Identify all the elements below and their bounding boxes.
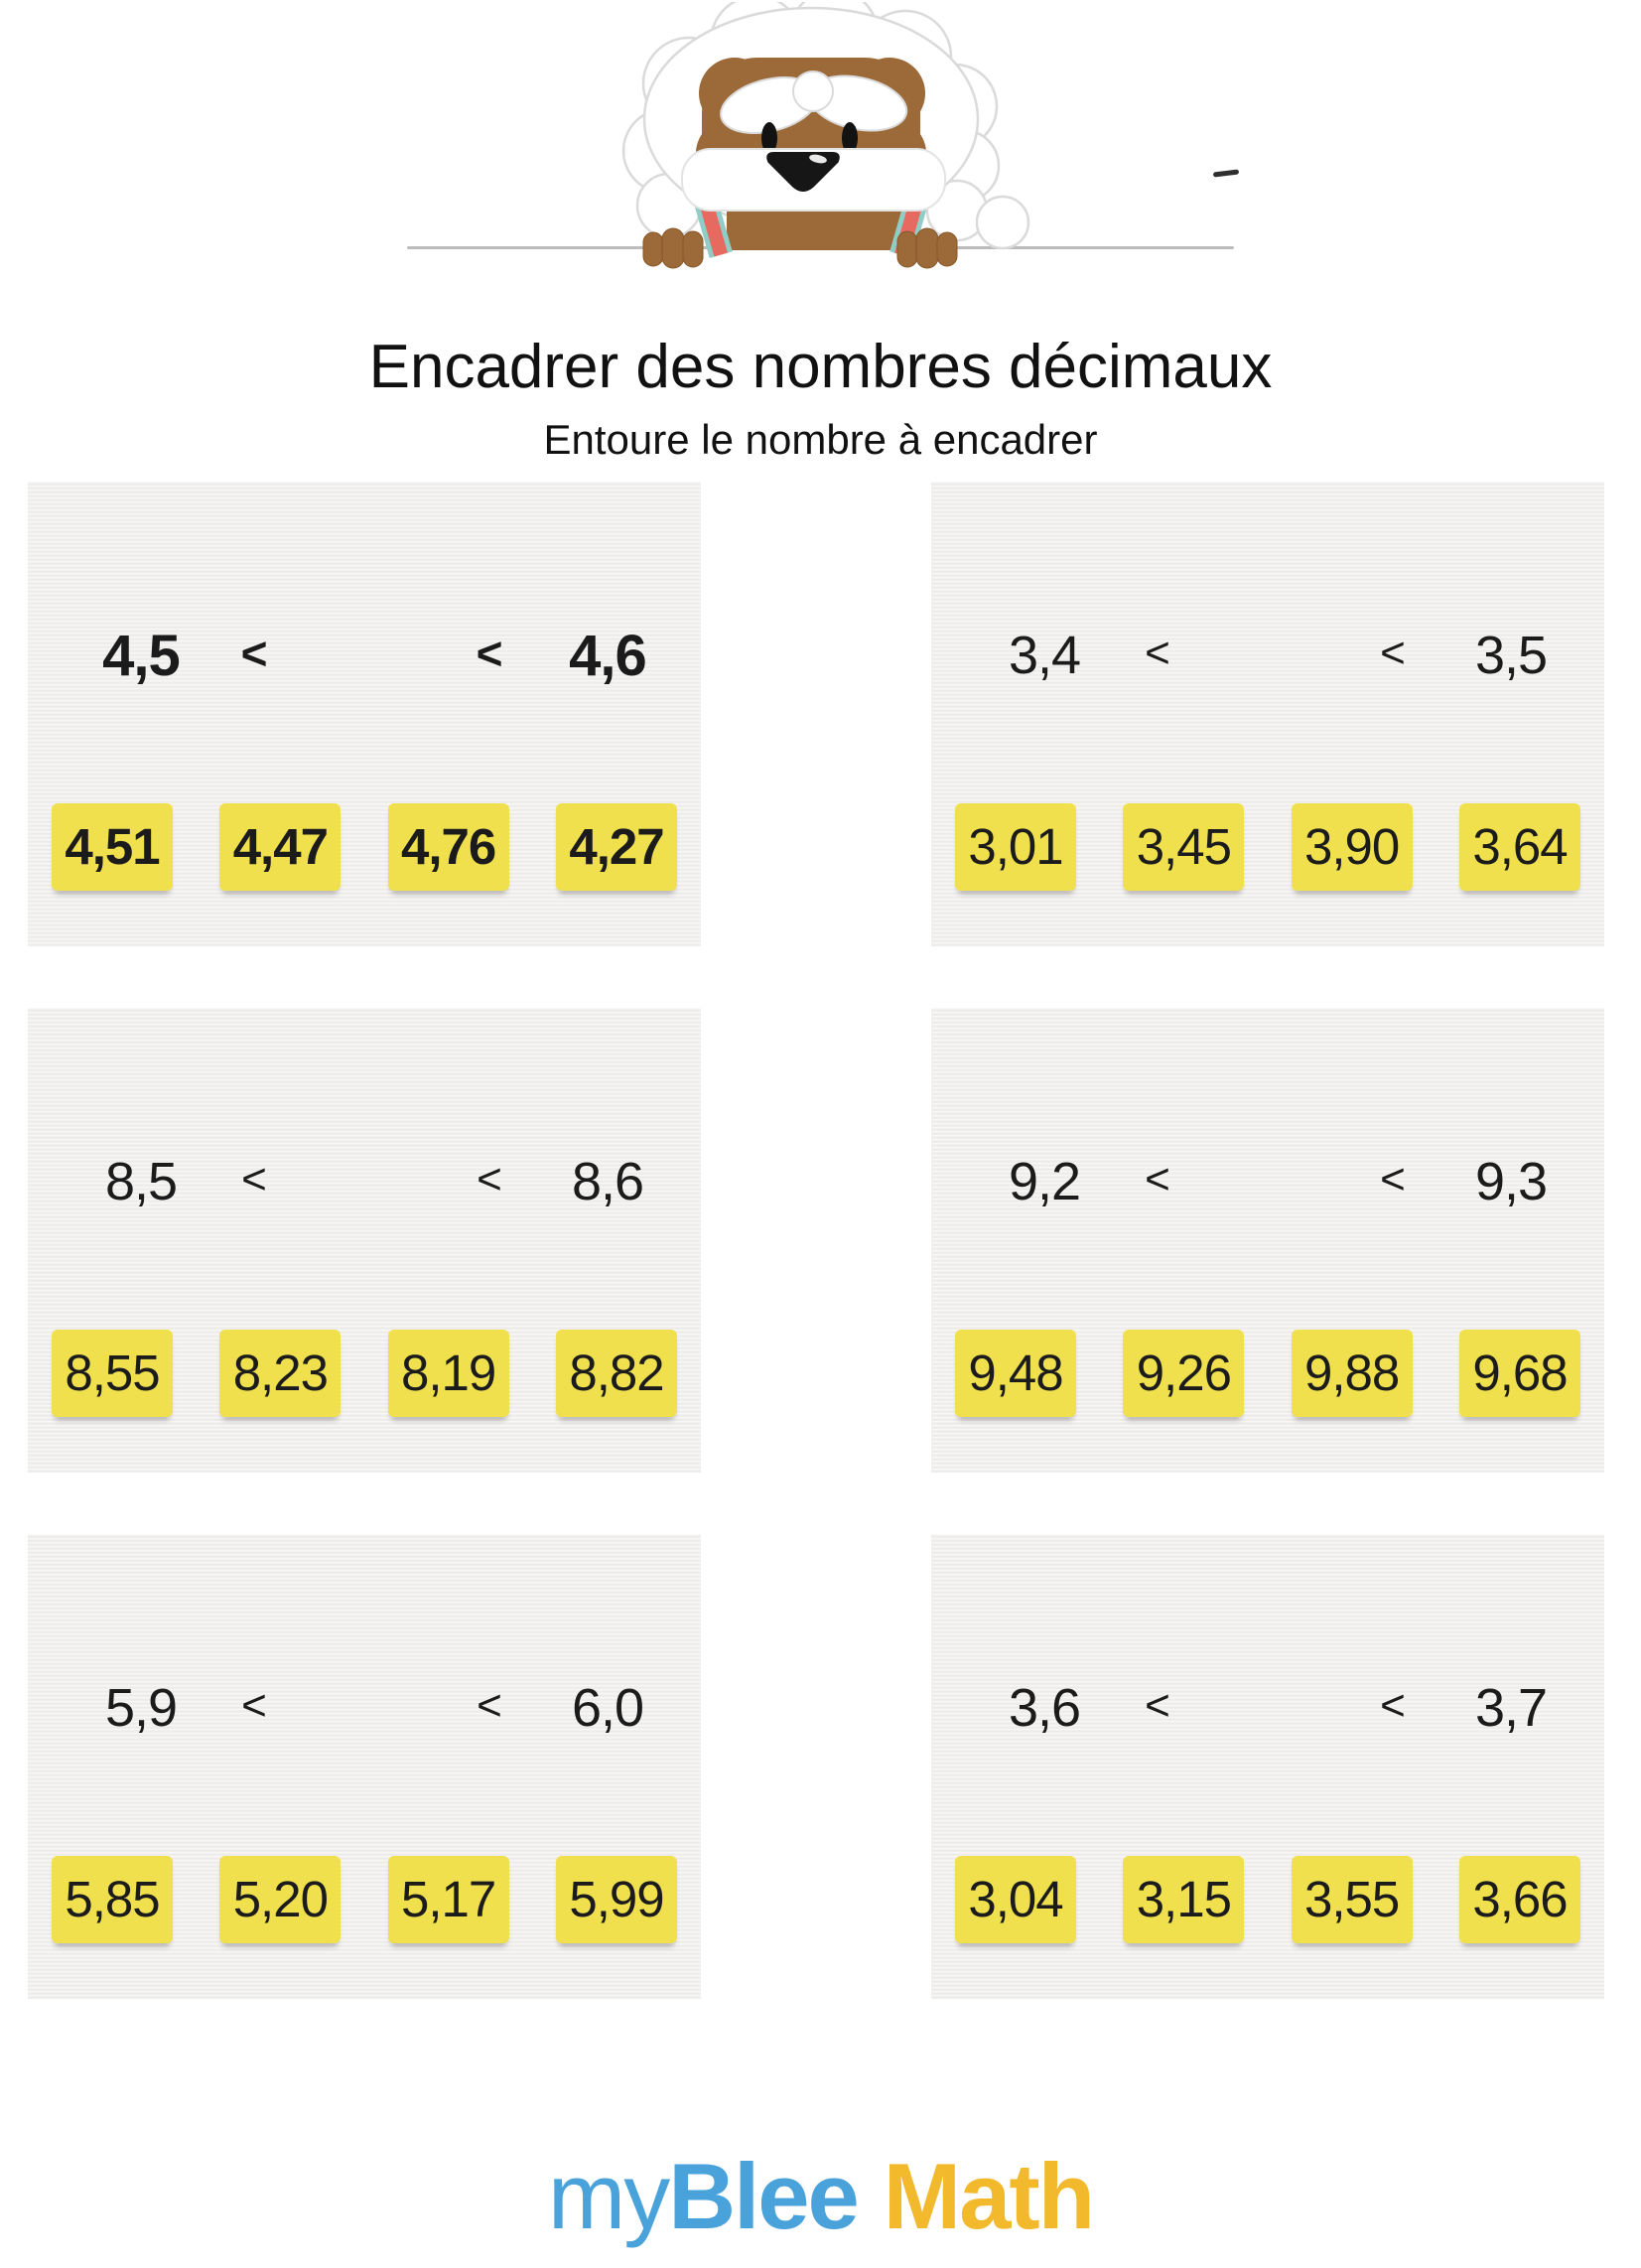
answer-chip[interactable]: 8,23	[219, 1330, 342, 1417]
answer-chip[interactable]: 4,47	[219, 803, 342, 891]
lower-bound: 4,5	[102, 623, 181, 688]
answer-chip[interactable]: 3,01	[955, 803, 1076, 891]
exercise-panel-4: 9,2 < < 9,3 9,48 9,26 9,88 9,68	[931, 1008, 1604, 1473]
answer-chip[interactable]: 3,04	[955, 1856, 1076, 1943]
logo-blee: Blee	[668, 2144, 860, 2248]
less-than-icon: <	[1145, 1681, 1170, 1730]
inequality-row: 3,4 < < 3,5	[931, 614, 1604, 697]
page-title: Encadrer des nombres décimaux	[368, 332, 1273, 401]
upper-bound: 4,6	[569, 623, 647, 688]
answer-chip[interactable]: 5,17	[387, 1856, 509, 1943]
answer-chip[interactable]: 3,64	[1458, 803, 1580, 891]
answer-chip[interactable]: 9,26	[1123, 1330, 1245, 1417]
inequality-row: 3,6 < < 3,7	[931, 1666, 1604, 1750]
inequality-row: 4,5 < < 4,6	[28, 614, 701, 697]
less-than-icon: <	[477, 1155, 502, 1204]
less-than-icon: <	[241, 1155, 267, 1204]
answer-chip[interactable]: 3,55	[1291, 1856, 1413, 1943]
answer-chip[interactable]: 9,88	[1291, 1330, 1413, 1417]
less-than-icon: <	[476, 628, 503, 679]
inequality-row: 5,9 < < 6,0	[28, 1666, 701, 1750]
lion-mascot-icon	[621, 2, 1030, 269]
upper-bound: 3,7	[1474, 1678, 1548, 1738]
answer-choices: 3,01 3,45 3,90 3,64	[931, 803, 1604, 891]
exercise-panel-6: 3,6 < < 3,7 3,04 3,15 3,55 3,66	[931, 1534, 1604, 1999]
answer-choices: 5,85 5,20 5,17 5,99	[28, 1856, 701, 1943]
answer-chip[interactable]: 4,51	[52, 803, 173, 891]
less-than-icon: <	[1380, 1681, 1406, 1730]
answer-chip[interactable]: 3,90	[1291, 803, 1413, 891]
answer-chip[interactable]: 5,20	[219, 1856, 342, 1943]
exercise-panel-3: 8,5 < < 8,6 8,55 8,23 8,19 8,82	[28, 1008, 701, 1473]
upper-bound: 9,3	[1474, 1152, 1548, 1211]
less-than-icon: <	[1145, 1155, 1170, 1204]
answer-chip[interactable]: 4,27	[555, 803, 677, 891]
answer-chip[interactable]: 5,85	[52, 1856, 173, 1943]
upper-bound: 3,5	[1474, 626, 1548, 685]
upper-bound: 6,0	[571, 1678, 644, 1738]
less-than-icon: <	[240, 628, 268, 679]
brand-logo: myBlee Math	[0, 2143, 1641, 2250]
answer-chip[interactable]: 5,99	[555, 1856, 677, 1943]
less-than-icon: <	[241, 1681, 267, 1730]
lower-bound: 3,4	[1008, 626, 1081, 685]
answer-choices: 9,48 9,26 9,88 9,68	[931, 1330, 1604, 1417]
lower-bound: 8,5	[104, 1152, 178, 1211]
inequality-row: 8,5 < < 8,6	[28, 1140, 701, 1223]
exercise-panel-1: 4,5 < < 4,6 4,51 4,47 4,76 4,27	[28, 482, 701, 946]
pencil-dash	[1212, 169, 1240, 178]
answer-choices: 4,51 4,47 4,76 4,27	[28, 803, 701, 891]
answer-chip[interactable]: 3,45	[1123, 803, 1245, 891]
answer-chip[interactable]: 4,76	[387, 803, 509, 891]
upper-bound: 8,6	[571, 1152, 644, 1211]
lower-bound: 9,2	[1008, 1152, 1081, 1211]
less-than-icon: <	[1380, 629, 1406, 677]
answer-chip[interactable]: 9,68	[1458, 1330, 1580, 1417]
less-than-icon: <	[477, 1681, 502, 1730]
answer-chip[interactable]: 3,15	[1123, 1856, 1245, 1943]
answer-choices: 3,04 3,15 3,55 3,66	[931, 1856, 1604, 1943]
less-than-icon: <	[1145, 629, 1170, 677]
exercise-panel-5: 5,9 < < 6,0 5,85 5,20 5,17 5,99	[28, 1534, 701, 1999]
less-than-icon: <	[1380, 1155, 1406, 1204]
answer-chip[interactable]: 3,66	[1458, 1856, 1580, 1943]
lower-bound: 3,6	[1008, 1678, 1081, 1738]
lower-bound: 5,9	[104, 1678, 178, 1738]
logo-my: my	[547, 2144, 670, 2248]
inequality-row: 9,2 < < 9,3	[931, 1140, 1604, 1223]
answer-chip[interactable]: 8,55	[52, 1330, 173, 1417]
answer-chip[interactable]: 9,48	[955, 1330, 1076, 1417]
page-subtitle: Entoure le nombre à encadrer	[543, 415, 1098, 463]
answer-chip[interactable]: 8,82	[555, 1330, 677, 1417]
answer-chip[interactable]: 8,19	[387, 1330, 509, 1417]
exercise-panel-2: 3,4 < < 3,5 3,01 3,45 3,90 3,64	[931, 482, 1604, 946]
logo-math: Math	[883, 2144, 1095, 2248]
answer-choices: 8,55 8,23 8,19 8,82	[28, 1330, 701, 1417]
